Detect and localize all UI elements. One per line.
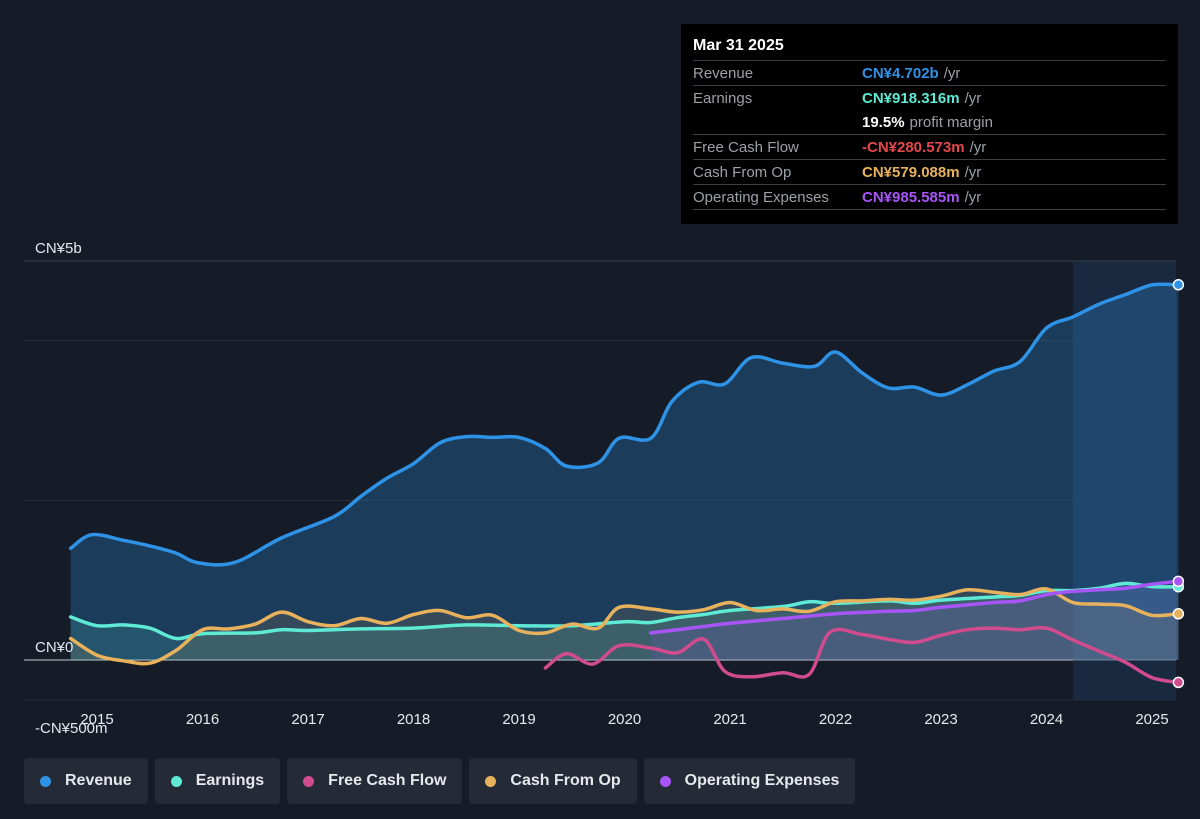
tooltip-row-free-cash-flow: Free Cash Flow -CN¥280.573m /yr <box>693 134 1166 159</box>
tooltip-unit: /yr <box>969 138 987 156</box>
legend-item-cash-from-op[interactable]: Cash From Op <box>469 758 637 804</box>
line-cash-from-op <box>68 587 1181 666</box>
tooltip-value: CN¥918.316m <box>862 89 960 107</box>
tooltip-row-operating-expenses: Operating Expenses CN¥985.585m /yr <box>693 184 1166 210</box>
x-tick-label: 2018 <box>397 711 430 728</box>
tooltip-label: Free Cash Flow <box>693 138 799 156</box>
end-marker-free-cash-flow <box>1172 676 1185 689</box>
legend-item-free-cash-flow[interactable]: Free Cash Flow <box>287 758 463 804</box>
series-end-markers <box>1172 279 1185 689</box>
x-tick-label: 2025 <box>1135 711 1168 728</box>
series-lines <box>68 282 1181 685</box>
tooltip-value: CN¥4.702b <box>862 64 939 82</box>
tooltip-value: CN¥579.088m <box>862 163 960 181</box>
legend-label: Revenue <box>65 772 132 789</box>
line-free-cash-flow <box>543 625 1181 685</box>
legend-item-operating-expenses[interactable]: Operating Expenses <box>643 758 856 804</box>
tooltip-unit: /yr <box>964 163 982 181</box>
area-revenue <box>70 284 1179 660</box>
x-tick-label: 2017 <box>291 711 324 728</box>
legend-label: Earnings <box>195 772 265 789</box>
tooltip-unit: /yr <box>964 188 982 206</box>
legend-dot-icon <box>485 775 497 787</box>
legend-dot-icon <box>40 775 51 787</box>
legend-label: Free Cash Flow <box>328 772 447 789</box>
y-axis-labels: CN¥5b CN¥0 -CN¥500m <box>35 240 108 737</box>
legend-dot-icon <box>303 775 315 787</box>
tooltip-label: Earnings <box>693 89 753 107</box>
x-tick-label: 2020 <box>608 711 641 728</box>
legend-label: Operating Expenses <box>684 772 840 789</box>
x-tick-label: 2023 <box>924 711 957 728</box>
x-tick-label: 2024 <box>1030 711 1063 728</box>
tooltip-value: -CN¥280.573m <box>862 138 965 156</box>
tooltip-row-earnings: Earnings CN¥918.316m /yr <box>693 85 1166 110</box>
line-earnings <box>68 581 1181 641</box>
legend-item-earnings[interactable]: Earnings <box>154 758 281 804</box>
x-tick-label: 2022 <box>819 711 852 728</box>
y-tick-label: CN¥0 <box>35 639 73 656</box>
x-tick-label: 2019 <box>502 711 535 728</box>
y-tick-label: -CN¥500m <box>35 720 108 737</box>
tooltip-row-revenue: Revenue CN¥4.702b /yr <box>693 60 1166 85</box>
x-tick-label: 2016 <box>186 711 219 728</box>
tooltip-row-cash-from-op: Cash From Op CN¥579.088m /yr <box>693 159 1166 184</box>
legend-label: Cash From Op <box>510 772 621 789</box>
tooltip-unit: profit margin <box>909 113 993 131</box>
tooltip: Mar 31 2025 Revenue CN¥4.702b /yr Earnin… <box>681 24 1178 224</box>
end-marker-revenue <box>1172 279 1185 291</box>
y-tick-label: CN¥5b <box>35 240 82 257</box>
tooltip-date: Mar 31 2025 <box>693 37 784 54</box>
end-marker-operating-expenses <box>1172 575 1185 588</box>
tooltip-label: Cash From Op <box>693 163 792 181</box>
tooltip-label: Revenue <box>693 64 754 82</box>
tooltip-unit: /yr <box>943 64 961 82</box>
tooltip-value: 19.5% <box>862 113 905 131</box>
line-revenue <box>68 282 1181 567</box>
area-operating-expenses <box>650 581 1179 660</box>
legend-item-revenue[interactable]: Revenue <box>24 758 148 804</box>
area-cash-from-op <box>70 588 1179 664</box>
tooltip-label: Operating Expenses <box>693 188 829 206</box>
tooltip-unit: /yr <box>964 89 982 107</box>
legend: Revenue Earnings Free Cash Flow Cash Fro… <box>24 758 856 804</box>
forecast-highlight-band <box>1072 261 1176 700</box>
end-marker-cash-from-op <box>1172 608 1185 620</box>
line-operating-expenses <box>649 579 1181 635</box>
legend-dot-icon <box>659 775 671 787</box>
tooltip-row-profit-margin: 19.5% profit margin <box>693 110 1166 134</box>
x-tick-label: 2021 <box>713 711 746 728</box>
tooltip-value: CN¥985.585m <box>862 188 960 206</box>
x-axis-labels: 2015 2016 2017 2018 2019 2020 2021 2022 2023 2024… <box>80 711 1168 728</box>
x-tick-label: 2015 <box>80 711 113 728</box>
legend-dot-icon <box>170 775 182 787</box>
